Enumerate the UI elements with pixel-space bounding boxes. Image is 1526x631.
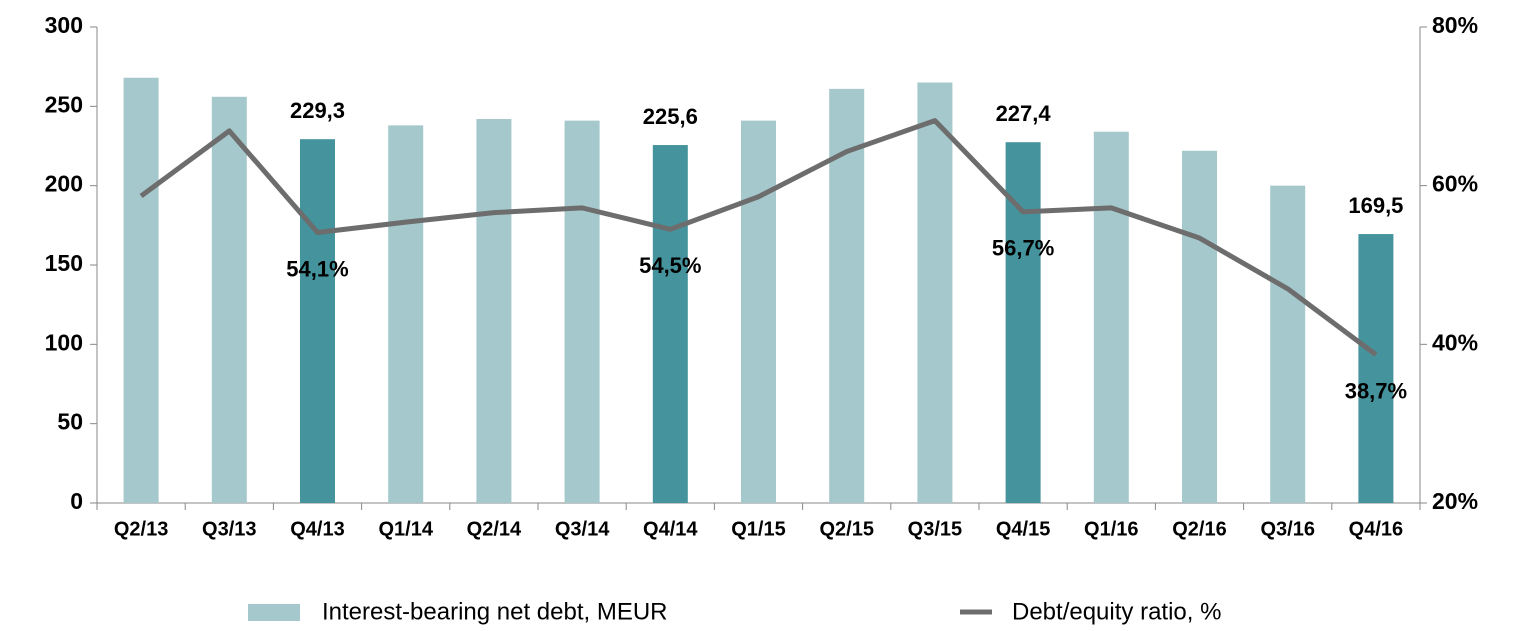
bar [300, 139, 335, 503]
y-tick-label: 100 [45, 329, 83, 355]
bar [211, 96, 247, 504]
bar [917, 82, 953, 504]
x-tick-label: Q3/13 [202, 518, 256, 540]
bar-value-label: 229,3 [290, 98, 345, 123]
line-value-label: 56,7% [992, 236, 1054, 261]
y-tick-label: 0 [70, 488, 83, 514]
x-tick-label: Q1/15 [731, 518, 785, 540]
x-tick-label: Q2/15 [819, 518, 873, 540]
bar [1270, 185, 1306, 503]
bar-value-label: 227,4 [996, 101, 1052, 126]
x-tick-label: Q4/16 [1349, 518, 1403, 540]
bar [388, 125, 424, 503]
legend-label: Debt/equity ratio, % [1012, 598, 1221, 625]
bar [564, 120, 600, 503]
x-tick-label: Q2/16 [1172, 518, 1226, 540]
x-tick-label: Q3/14 [555, 518, 610, 540]
bar [741, 120, 776, 503]
x-tick-label: Q4/14 [643, 518, 698, 540]
bar [1182, 150, 1217, 503]
bar-value-label: 169,5 [1348, 193, 1403, 218]
bar [1358, 234, 1394, 503]
bar [652, 145, 688, 503]
bar [123, 77, 159, 504]
line-value-label: 38,7% [1345, 378, 1407, 403]
legend-swatch [248, 604, 300, 621]
line-value-label: 54,5% [639, 253, 701, 278]
x-tick-label: Q3/16 [1260, 518, 1314, 540]
x-tick-label: Q4/15 [996, 518, 1050, 540]
y-tick-label: 150 [45, 250, 83, 276]
y-tick-label: 250 [45, 91, 83, 117]
line-value-label: 54,1% [286, 256, 348, 281]
x-tick-label: Q1/14 [378, 518, 433, 540]
y2-tick-label: 60% [1432, 171, 1478, 197]
y-tick-label: 200 [45, 171, 83, 197]
x-tick-label: Q3/15 [908, 518, 962, 540]
x-tick-label: Q2/13 [114, 518, 168, 540]
y2-tick-label: 40% [1432, 329, 1478, 355]
y-tick-label: 300 [45, 12, 83, 38]
bar-value-label: 225,6 [643, 104, 698, 129]
line [139, 118, 1378, 357]
y2-tick-label: 80% [1432, 12, 1478, 38]
x-tick-label: Q4/13 [290, 518, 344, 540]
bar [476, 119, 512, 503]
x-tick-label: Q2/14 [467, 518, 522, 540]
y-tick-label: 50 [57, 409, 83, 435]
legend-label: Interest-bearing net debt, MEUR [322, 598, 668, 625]
x-tick-label: Q1/16 [1084, 518, 1138, 540]
bar [1093, 131, 1129, 503]
y2-tick-label: 20% [1432, 488, 1478, 514]
